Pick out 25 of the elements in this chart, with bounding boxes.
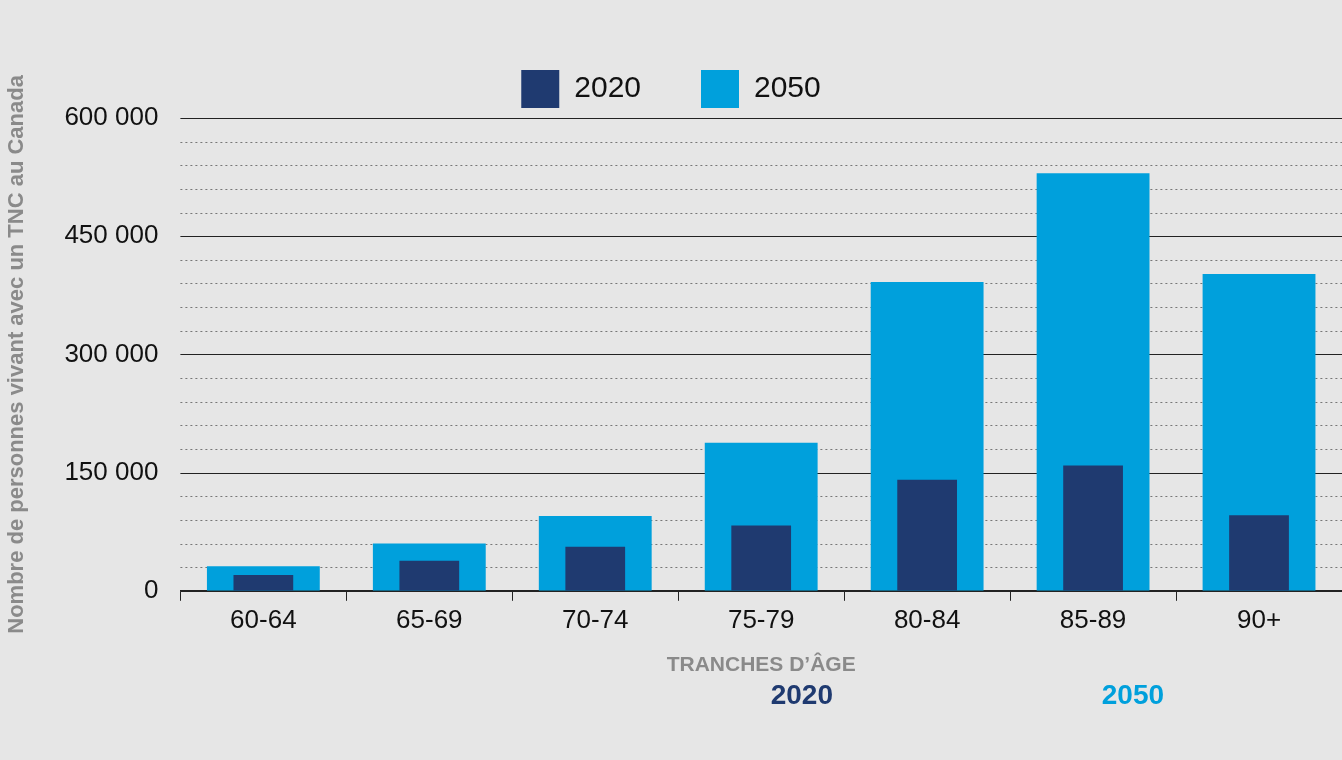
y-tick-label: 600 000 [64, 101, 159, 132]
legend-label: 2020 [574, 70, 642, 104]
y-tick-label: 0 [143, 573, 159, 604]
bar [731, 525, 792, 591]
x-tick-label: 70-74 [562, 603, 629, 634]
x-tick-label: 65-69 [396, 603, 463, 634]
text: 2050 [1101, 678, 1165, 710]
x-tick-label: 80-84 [893, 603, 961, 634]
y-tick-label: 150 000 [64, 455, 159, 486]
bar [897, 479, 958, 591]
bar [1229, 515, 1289, 591]
y-tick-label: 300 000 [64, 337, 159, 368]
bar [233, 575, 294, 591]
y-tick-label: 450 000 [64, 219, 159, 250]
x-tick-label: 75-79 [727, 603, 795, 634]
x-axis-title: TRANCHES D’ÂGE [666, 651, 856, 675]
bar [565, 546, 626, 591]
x-tick-label: 60-64 [230, 603, 297, 634]
x-tick-label: 85-89 [1059, 603, 1127, 634]
y-axis-title: Nombre de personnes vivant avec un TNC au Canada [3, 74, 29, 634]
bar [1063, 465, 1123, 591]
text: 2020 [770, 678, 833, 710]
x-tick-label: 90+ [1236, 603, 1282, 634]
bar [399, 560, 460, 591]
legend-label: 2050 [754, 70, 821, 104]
